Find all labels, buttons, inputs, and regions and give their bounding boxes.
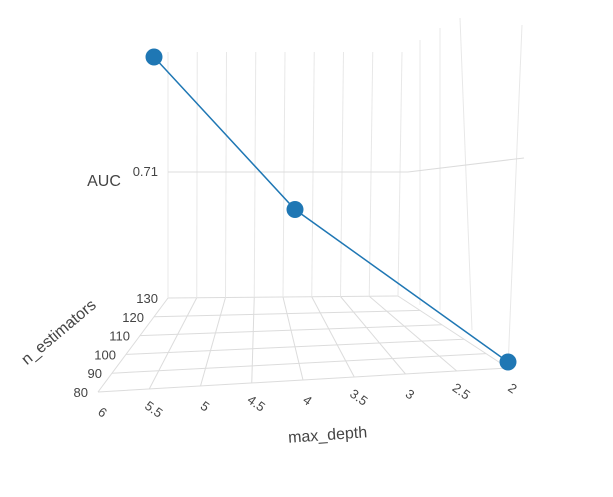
floor-gridline-y [97,367,509,393]
series-line [153,56,509,363]
y-tick-label: 90 [88,366,102,381]
side-wall-gridline [459,17,473,331]
y-axis-title: n_estimators [19,297,100,369]
floor-gridline-x [311,296,355,378]
data-point[interactable] [145,48,163,66]
floor-gridline-y [125,338,465,355]
x-axis-title: max_depth [288,424,368,446]
x-tick-label: 2.5 [450,380,473,403]
wall-gridline-x [253,51,257,298]
wall-gridline-x [397,51,403,297]
y-tick-label: 120 [122,310,144,325]
floor-gridline-x [368,295,458,372]
floor-gridline-y [139,324,443,337]
z-axis-title: AUC [87,173,121,190]
x-tick-label: 6 [95,404,110,420]
series-layer [145,48,517,371]
grid-layer [97,17,525,393]
x-tick-label: 3 [403,386,418,402]
floor-gridline-x [282,296,304,381]
x-tick-label: 5.5 [142,398,165,421]
wall-gridline-x [196,51,198,298]
floor-gridline-y [153,309,421,318]
floor-gridline-x [340,296,406,375]
z-tick-label: 0.71 [133,164,158,179]
floor-gridline-y [111,353,487,374]
y-tick-label: 80 [74,385,88,400]
floor-gridline-x [251,297,255,384]
y-tick-label: 110 [109,329,130,344]
floor-gridline-x [97,297,169,393]
wall-gridline-x [282,51,286,298]
floor-gridline-x [148,297,198,390]
x-tick-label: 4 [300,392,315,408]
x-tick-label: 4.5 [245,392,268,415]
floor-gridline-x [200,297,226,387]
x-tick-label: 3.5 [347,386,370,409]
x-tick-label: 5 [198,398,213,414]
z-gridline-side [407,157,525,173]
wall-gridline-x [311,51,315,297]
y-tick-label: 130 [136,291,158,306]
data-point[interactable] [499,353,517,371]
wall-gridline-x [225,51,227,298]
y-tick-label: 100 [94,347,116,362]
wall-gridline-x [340,51,344,297]
x-tick-label: 2 [505,380,520,396]
data-point[interactable] [286,201,304,218]
wall-gridline-x [368,51,374,297]
side-wall-gridline [507,24,523,369]
floor-gridline-x [397,295,509,369]
